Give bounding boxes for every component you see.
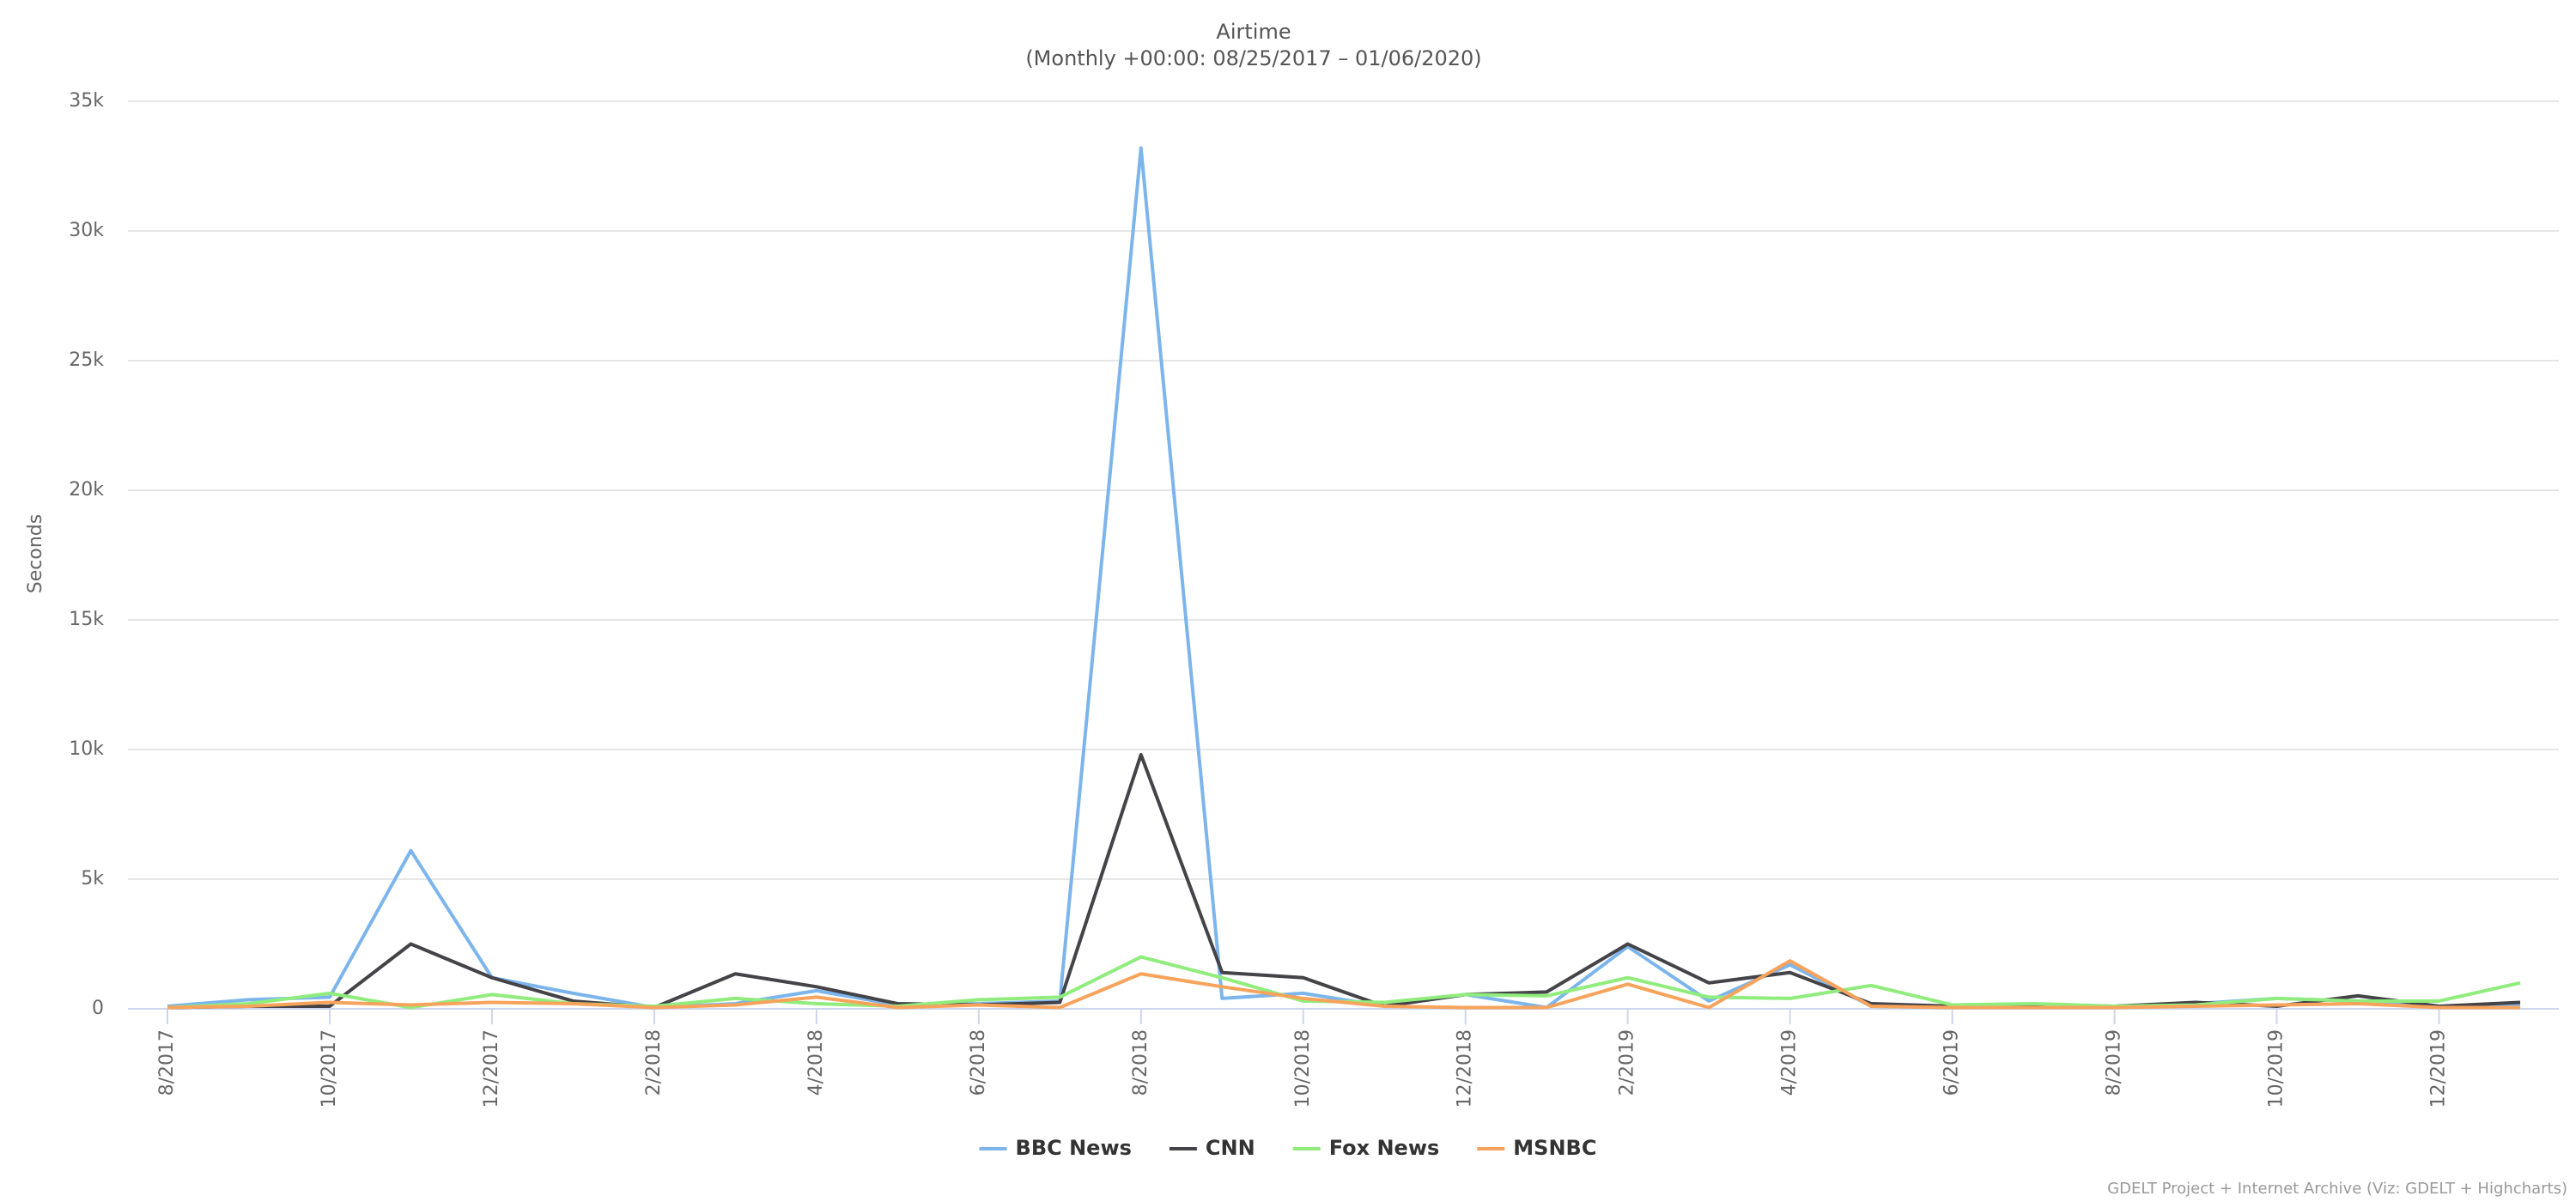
y-tick-label: 15k [69, 609, 104, 630]
x-tick-label: 2/2019 [1617, 1029, 1638, 1096]
x-tick-label: 4/2018 [805, 1029, 827, 1096]
x-tick-label: 8/2018 [1130, 1029, 1151, 1096]
x-tick-label: 8/2017 [156, 1029, 178, 1096]
legend-item[interactable]: BBC News [979, 1136, 1132, 1160]
legend-item[interactable]: CNN [1169, 1136, 1255, 1160]
x-tick-label: 12/2017 [481, 1029, 502, 1108]
legend-item[interactable]: MSNBC [1477, 1136, 1596, 1160]
legend: BBC News CNN Fox News MSNBC [979, 1136, 1596, 1160]
legend-item[interactable]: Fox News [1292, 1136, 1440, 1160]
legend-label: MSNBC [1513, 1136, 1596, 1160]
y-axis-label: Seconds [25, 514, 46, 593]
y-tick-label: 25k [69, 349, 104, 371]
x-tick-label: 4/2019 [1779, 1029, 1801, 1096]
x-tick-label: 2/2018 [643, 1029, 665, 1096]
credits: GDELT Project + Internet Archive (Viz: G… [2107, 1180, 2567, 1198]
y-tick-label: 30k [69, 220, 104, 241]
y-tick-label: 5k [81, 868, 104, 889]
x-tick-label: 6/2018 [968, 1029, 989, 1096]
chart-subtitle: (Monthly +00:00: 08/25/2017 – 01/06/2020… [1025, 46, 1481, 70]
x-tick-label: 10/2019 [2266, 1029, 2287, 1108]
chart-title: Airtime [1216, 20, 1291, 44]
x-tick-label: 12/2018 [1455, 1029, 1476, 1108]
x-tick-label: 10/2018 [1292, 1029, 1314, 1108]
y-tick-label: 0 [92, 998, 104, 1019]
x-tick-label: 12/2019 [2428, 1029, 2450, 1108]
y-tick-label: 20k [69, 479, 104, 501]
series-line [167, 959, 2520, 1010]
y-tick-label: 35k [69, 90, 104, 112]
y-tick-label: 10k [69, 738, 104, 760]
legend-label: Fox News [1329, 1136, 1440, 1160]
legend-label: CNN [1206, 1136, 1255, 1160]
x-tick-label: 8/2019 [2104, 1029, 2125, 1096]
series-line [167, 753, 2521, 1010]
x-tick-label: 10/2017 [319, 1029, 340, 1108]
legend-label: BBC News [1016, 1136, 1132, 1160]
x-tick-label: 6/2019 [1941, 1029, 1963, 1096]
